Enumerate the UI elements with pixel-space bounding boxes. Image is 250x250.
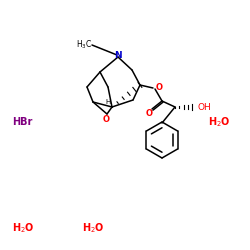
Text: O: O	[102, 114, 110, 124]
Text: H$_2$O: H$_2$O	[12, 221, 35, 235]
Text: N: N	[114, 52, 122, 60]
Text: H$_2$O: H$_2$O	[208, 115, 231, 129]
Text: O: O	[146, 110, 152, 118]
Text: H$_2$O: H$_2$O	[82, 221, 105, 235]
Text: O: O	[156, 82, 163, 92]
Text: H$_3$C: H$_3$C	[76, 39, 92, 51]
Text: H: H	[106, 99, 110, 105]
Text: OH: OH	[197, 102, 211, 112]
Text: HBr: HBr	[12, 117, 32, 127]
